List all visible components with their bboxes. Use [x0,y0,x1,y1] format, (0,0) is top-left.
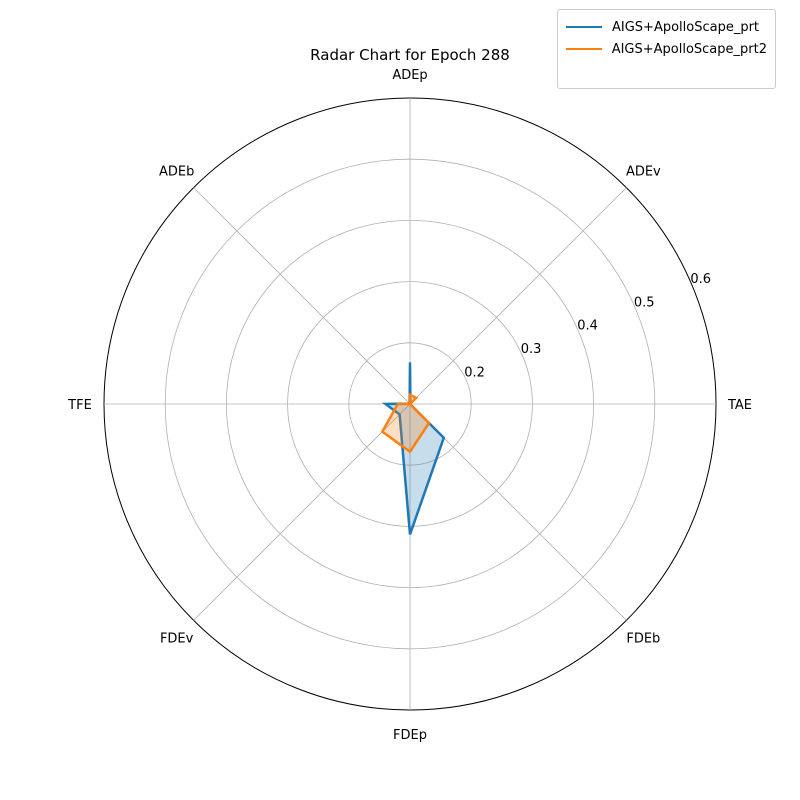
category-label-adev: ADEv [626,165,661,180]
category-label-fdep: FDEp [393,728,427,743]
category-label-tfe: TFE [67,398,92,413]
grid-layer [103,97,717,711]
category-label-fdeb: FDEb [626,631,660,646]
grid-spoke-8 [193,187,411,405]
series-fill-1 [385,362,444,535]
grid-spoke-6 [193,403,411,621]
r-tick-label-3: 0.4 [577,319,598,334]
legend-swatch-2 [566,48,602,50]
legend-swatch-1 [566,26,602,28]
grid-spoke-4 [409,403,627,621]
category-label-tae: TAE [727,398,752,413]
category-label-adep: ADEp [392,68,427,83]
series-layer [380,362,446,535]
r-tick-label-4: 0.5 [634,295,655,310]
legend-item-1: AIGS+ApolloScape_prt [566,16,767,38]
chart-title: Radar Chart for Epoch 288 [310,46,510,64]
label-layer: 0.2 0.3 0.4 0.5 0.6 ADEp ADEv TAE FDEb FDEp FDEv TF… [67,68,752,743]
series-fill-2 [382,394,429,452]
r-tick-label-1: 0.2 [464,366,485,381]
legend-item-2: AIGS+ApolloScape_prt2 [566,38,767,60]
category-label-fdev: FDEv [160,631,194,646]
legend-label-1: AIGS+ApolloScape_prt [612,19,760,35]
legend: AIGS+ApolloScape_prt AIGS+ApolloScape_pr… [557,9,776,89]
category-label-adeb: ADEb [159,165,194,180]
legend-label-2: AIGS+ApolloScape_prt2 [611,41,767,57]
grid-spoke-2 [409,187,627,405]
r-tick-label-2: 0.3 [521,342,542,357]
r-tick-label-5: 0.6 [690,272,711,287]
